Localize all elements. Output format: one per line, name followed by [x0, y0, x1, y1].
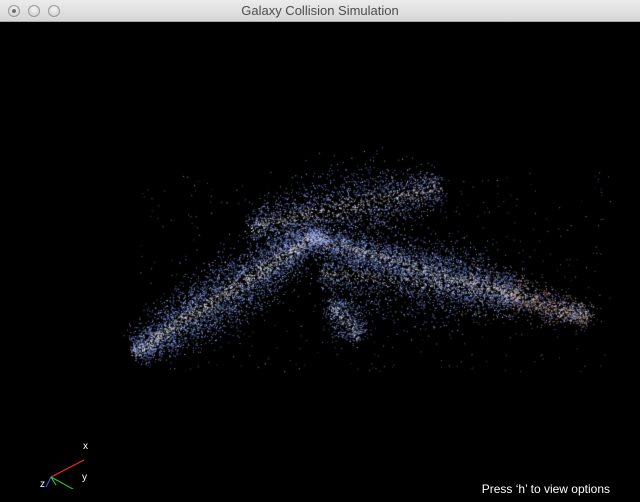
title-bar[interactable]: Galaxy Collision Simulation [0, 0, 640, 22]
axis-y-line [50, 476, 74, 489]
orientation-axes: x y z [40, 441, 88, 489]
simulation-viewport[interactable]: x y z Press ‘h’ to view options [0, 22, 640, 502]
axis-z-line [45, 476, 52, 488]
zoom-button[interactable] [48, 5, 60, 17]
axis-x-line [50, 459, 85, 478]
axis-y-label: y [82, 472, 87, 483]
minimize-button[interactable] [28, 5, 40, 17]
close-button[interactable] [8, 5, 20, 17]
axis-z-label: z [40, 479, 45, 489]
axis-x-label: x [83, 441, 88, 452]
galaxy-particle-canvas[interactable] [0, 22, 640, 502]
axis-y-secondary-line [50, 476, 57, 486]
help-hint-text: Press ‘h’ to view options [481, 482, 610, 496]
window-title: Galaxy Collision Simulation [241, 3, 399, 18]
